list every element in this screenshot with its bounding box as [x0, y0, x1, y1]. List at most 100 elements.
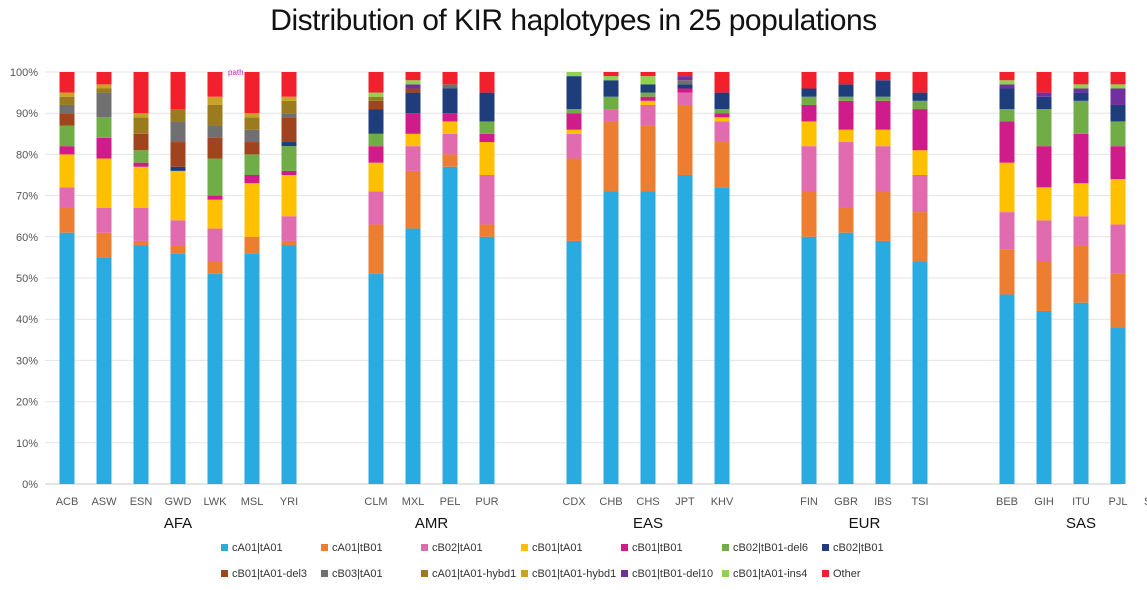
bar-segment-jpt-ca01-ta01 — [677, 175, 693, 484]
bar-segment-gih-ca01-tb01 — [1036, 261, 1052, 311]
bar-segment-mxl-cb01-ta01-ins4 — [405, 80, 421, 85]
bar-segment-beb-other — [999, 72, 1015, 81]
bar-segment-gbr-cb02-ta01 — [838, 142, 854, 208]
legend-swatch-ca01-tb01 — [321, 544, 328, 551]
legend-label-other: Other — [833, 568, 861, 580]
bar-segment-acb-other — [59, 72, 75, 93]
bar-segment-lwk-cb01-ta01-hybd1 — [207, 96, 223, 105]
x-tick-label-msl: MSL — [241, 496, 264, 508]
x-tick-label-khv: KHV — [711, 496, 734, 508]
bar-segment-asw-cb01-tb01 — [96, 137, 112, 159]
bar-segment-chs-cb02-tb01-del6 — [640, 92, 656, 97]
y-tick-label: 80% — [16, 149, 38, 161]
legend-label-cb01-tb01: cB01|tB01 — [632, 542, 683, 554]
bar-segment-mxl-ca01-ta01 — [405, 228, 421, 484]
bar-segment-gih-cb01-ta01 — [1036, 187, 1052, 221]
bar-segment-ibs-other — [875, 72, 891, 81]
bar-segment-gih-cb02-ta01 — [1036, 220, 1052, 262]
bar-segment-khv-cb02-tb01-del6 — [714, 109, 730, 114]
bar-segment-yri-cb01-tb01 — [281, 170, 297, 175]
bar-segment-itu-cb02-tb01-del6 — [1073, 100, 1089, 134]
bar-segment-cdx-ca01-tb01 — [566, 158, 582, 241]
bar-segment-asw-other — [96, 72, 112, 85]
bar-segment-chs-cb02-tb01 — [640, 84, 656, 93]
x-tick-label-cdx: CDX — [562, 496, 586, 508]
bar-segment-gwd-ca01-ta01-hybd1 — [170, 109, 186, 122]
bar-segment-jpt-cb02-tb01 — [677, 84, 693, 89]
bar-segment-gwd-cb02-tb01 — [170, 166, 186, 171]
bar-segment-msl-ca01-ta01-hybd1 — [244, 117, 260, 130]
legend-label-ca01-ta01: cA01|tA01 — [232, 542, 283, 554]
bar-segment-beb-cb02-tb01-del6 — [999, 109, 1015, 122]
bar-segment-cdx-cb01-ta01-ins4 — [566, 72, 582, 77]
bar-segment-yri-cb01-ta01 — [281, 175, 297, 217]
bar-segment-acb-cb01-ta01 — [59, 154, 75, 188]
legend-swatch-cb01-ta01-hybd1 — [521, 570, 528, 577]
legend-swatch-cb02-tb01-del6 — [722, 544, 729, 551]
bar-segment-lwk-ca01-tb01 — [207, 261, 223, 274]
legend-label-cb01-ta01-hybd1: cB01|tA01-hybd1 — [532, 568, 616, 580]
bar-segment-lwk-cb02-ta01 — [207, 228, 223, 262]
x-tick-label-pel: PEL — [440, 496, 461, 508]
legend-swatch-cb01-ta01-ins4 — [722, 570, 729, 577]
bar-segment-pel-cb01-tb01 — [442, 113, 458, 122]
x-tick-label-tsi: TSI — [911, 496, 928, 508]
bar-segment-pel-ca01-tb01 — [442, 154, 458, 167]
bar-segment-msl-cb01-tb01 — [244, 175, 260, 184]
x-tick-label-gih: GIH — [1034, 496, 1054, 508]
bar-segment-jpt-cb01-tb01 — [677, 88, 693, 93]
bar-segment-asw-ca01-ta01 — [96, 257, 112, 484]
x-tick-label-lwk: LWK — [203, 496, 227, 508]
legend-label-cb02-tb01: cB02|tB01 — [833, 542, 884, 554]
legend-swatch-other — [822, 570, 829, 577]
group-label-eas: EAS — [633, 515, 663, 532]
bar-segment-yri-cb03-ta01 — [281, 113, 297, 118]
y-tick-label: 70% — [16, 191, 38, 203]
bar-segment-chb-ca01-ta01 — [603, 191, 619, 485]
bar-segment-pur-other — [479, 72, 495, 93]
bar-segment-fin-cb01-ta01 — [801, 121, 817, 147]
bar-segment-ibs-cb02-ta01 — [875, 146, 891, 192]
bar-segment-cdx-cb02-tb01 — [566, 76, 582, 110]
bar-segment-esn-other — [133, 72, 149, 114]
bar-segment-pjl-other — [1110, 72, 1126, 85]
bar-segment-acb-cb02-tb01-del6 — [59, 125, 75, 147]
bar-segment-pjl-cb01-tb01 — [1110, 146, 1126, 180]
bar-segment-ibs-cb02-tb01 — [875, 80, 891, 97]
bar-segment-pur-cb01-tb01 — [479, 133, 495, 143]
y-tick-label: 100% — [10, 67, 38, 79]
x-tick-label-jpt: JPT — [675, 496, 695, 508]
bar-segment-beb-cb01-tb01 — [999, 121, 1015, 163]
bar-segment-pel-cb02-ta01 — [442, 133, 458, 155]
bar-segment-clm-cb02-tb01 — [368, 109, 384, 134]
bar-segment-pjl-cb01-ta01-ins4 — [1110, 84, 1126, 89]
bar-segment-itu-cb01-ta01-ins4 — [1073, 84, 1089, 89]
bar-segment-yri-cb02-ta01 — [281, 216, 297, 241]
bar-segment-pur-cb02-tb01 — [479, 92, 495, 122]
bar-segment-gih-cb02-tb01 — [1036, 96, 1052, 110]
bar-segment-clm-cb02-tb01-del6 — [368, 133, 384, 147]
bar-segment-chb-cb01-ta01-ins4 — [603, 76, 619, 81]
legend-swatch-cb01-ta01-del3 — [221, 570, 228, 577]
bar-segment-tsi-cb02-tb01-del6 — [912, 100, 928, 110]
bar-segment-khv-other — [714, 72, 730, 93]
bar-segment-lwk-other — [207, 72, 223, 97]
bar-segment-lwk-cb03-ta01 — [207, 125, 223, 138]
bar-segment-pjl-cb01-ta01 — [1110, 179, 1126, 225]
bar-segment-fin-cb01-tb01 — [801, 104, 817, 122]
bar-segment-cdx-cb02-ta01 — [566, 133, 582, 159]
y-tick-label: 20% — [16, 397, 38, 409]
bar-segment-chs-cb02-ta01 — [640, 104, 656, 126]
bar-segment-chs-ca01-ta01 — [640, 191, 656, 485]
bar-segment-fin-cb02-tb01 — [801, 88, 817, 97]
bar-segment-clm-cb01-ta01-ins4 — [368, 92, 384, 97]
bar-segment-gwd-ca01-tb01 — [170, 245, 186, 254]
bar-segment-jpt-ca01-tb01 — [677, 104, 693, 175]
bar-segment-fin-cb02-ta01 — [801, 146, 817, 192]
bar-segment-msl-cb01-ta01-del3 — [244, 142, 260, 155]
bar-segment-beb-cb02-tb01 — [999, 88, 1015, 110]
bar-segment-acb-cb01-ta01-hybd1 — [59, 92, 75, 97]
bar-segment-msl-cb01-ta01-hybd1 — [244, 113, 260, 118]
bar-segment-mxl-cb01-tb01-del10 — [405, 84, 421, 89]
x-tick-label-esn: ESN — [130, 496, 153, 508]
